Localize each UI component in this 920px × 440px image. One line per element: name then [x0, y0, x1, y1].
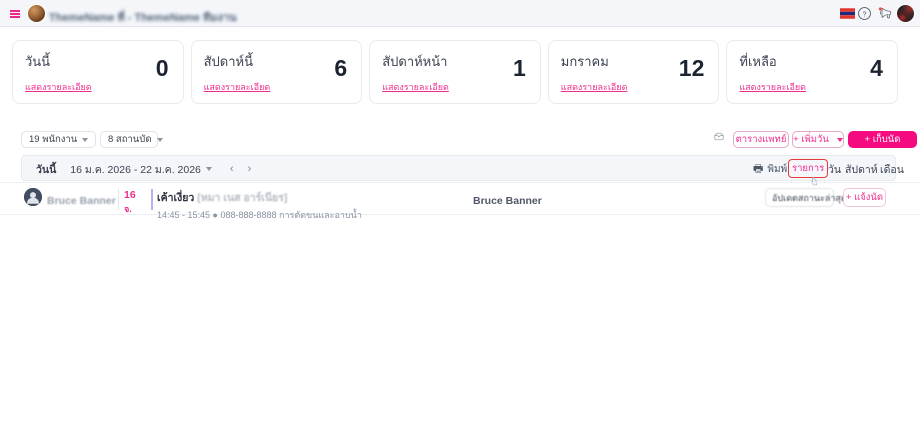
svg-text:?: ? [863, 11, 867, 18]
